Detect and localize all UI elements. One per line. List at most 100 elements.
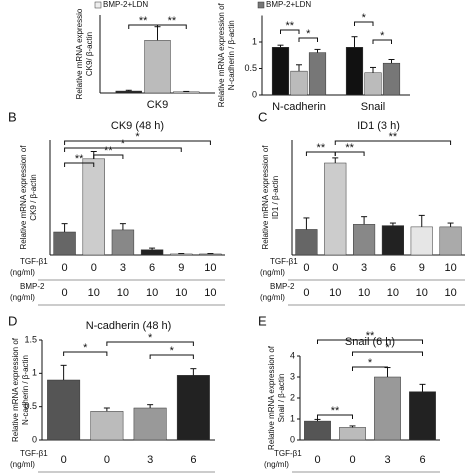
y-axis-label: CK9/ β-actin <box>85 32 94 76</box>
bar <box>90 411 124 441</box>
panel-label: B <box>8 109 17 124</box>
annotation: * <box>362 12 367 24</box>
annotation: ** <box>366 330 375 342</box>
annotation: ** <box>139 15 148 27</box>
chart-title: CK9 (48 h) <box>111 120 164 132</box>
bracket <box>372 39 392 44</box>
treatment-value: 6 <box>390 262 396 274</box>
treatment-value: 10 <box>204 262 216 274</box>
treatment-unit: (ng/ml) <box>10 268 35 277</box>
bar <box>304 420 331 441</box>
treatment-name: TGF-β1 <box>20 257 48 266</box>
y-tick-label: 0 <box>252 89 257 99</box>
y-tick-label: 0.5 <box>244 63 257 73</box>
treatment-value: 0 <box>61 454 67 466</box>
y-axis-label: Relative mRNA expression of <box>267 345 276 450</box>
legend-label: BMP-2+LDN <box>266 0 311 9</box>
treatment-value: 10 <box>444 287 456 299</box>
treatment-value: 10 <box>358 287 370 299</box>
bar <box>409 391 436 441</box>
treatment-value: 3 <box>384 454 390 466</box>
y-axis-label: Relative mRNA expression of <box>19 145 28 250</box>
treatment-unit: (ng/ml) <box>10 293 35 302</box>
bar <box>295 229 318 256</box>
bar <box>176 375 210 441</box>
y-axis-label: Relative mRNA expressio <box>75 8 84 99</box>
bar <box>374 376 401 441</box>
bar <box>170 253 193 256</box>
treatment-value: 0 <box>332 262 338 274</box>
bar <box>173 91 200 94</box>
y-axis-label: Snail / β-actin <box>277 374 286 423</box>
treatment-value: 9 <box>419 262 425 274</box>
bar <box>381 225 404 256</box>
y-axis-label: CK9 / β-actin <box>29 174 38 220</box>
bracket <box>352 351 423 356</box>
treatment-value: 0 <box>91 262 97 274</box>
annotation: ** <box>345 142 354 154</box>
treatment-unit: (ng/ml) <box>260 268 285 277</box>
panel-label: C <box>258 109 267 124</box>
treatment-value: 10 <box>175 287 187 299</box>
bar <box>324 162 347 256</box>
y-tick-label: 0 <box>32 434 37 444</box>
bar <box>111 229 135 256</box>
bracket <box>280 29 300 34</box>
bracket <box>149 354 194 359</box>
treatment-value: 10 <box>329 287 341 299</box>
bracket <box>64 147 182 152</box>
annotation: * <box>385 342 390 354</box>
treatment-value: 10 <box>416 287 428 299</box>
treatment-value: 6 <box>419 454 425 466</box>
treatment-unit: (ng/ml) <box>10 460 35 469</box>
y-axis-label: Relative mRNA expression of <box>11 337 20 442</box>
y-axis-label: Relative mRNA expression of <box>217 2 226 107</box>
annotation: ** <box>389 131 398 143</box>
annotation: ** <box>285 20 294 32</box>
treatment-name: TGF-β1 <box>270 257 298 266</box>
y-tick-label: 0.5 <box>24 401 37 411</box>
bar <box>140 249 164 256</box>
treatment-value: 0 <box>349 454 355 466</box>
annotation: ** <box>104 145 113 157</box>
bracket <box>93 154 124 159</box>
bar <box>308 52 327 96</box>
treatment-value: 10 <box>146 287 158 299</box>
bar <box>290 70 308 96</box>
bar <box>47 379 81 441</box>
treatment-name: BMP-2 <box>20 282 45 291</box>
treatment-unit: (ng/ml) <box>264 460 289 469</box>
bracket <box>354 21 374 26</box>
annotation: ** <box>168 15 177 27</box>
bar <box>271 47 290 96</box>
treatment-name: BMP-2 <box>270 282 295 291</box>
treatment-value: 10 <box>204 287 216 299</box>
bar <box>439 226 462 256</box>
annotation: * <box>306 28 311 40</box>
panel-label: E <box>258 313 267 328</box>
legend-label: BMP-2+LDN <box>103 0 148 9</box>
annotation: * <box>368 357 373 369</box>
legend-swatch <box>257 1 265 9</box>
bracket <box>352 366 388 371</box>
bar <box>345 47 364 96</box>
annotation: * <box>135 131 140 143</box>
chart-title: ID1 (3 h) <box>357 120 400 132</box>
bracket <box>106 341 194 346</box>
y-tick-label: 0 <box>290 434 295 444</box>
y-axis-label: Relative mRNA expression of <box>261 145 270 250</box>
treatment-value: 0 <box>303 262 309 274</box>
treatment-value: 6 <box>149 262 155 274</box>
bar <box>382 62 401 96</box>
treatment-value: 0 <box>104 454 110 466</box>
annotation: * <box>148 332 153 344</box>
chart-title: N-cadherin (48 h) <box>86 320 172 332</box>
annotation: * <box>170 345 175 357</box>
x-tick-label: CK9 <box>147 99 168 111</box>
treatment-value: 0 <box>62 262 68 274</box>
bracket <box>317 339 423 344</box>
treatment-value: 3 <box>361 262 367 274</box>
treatment-value: 10 <box>444 262 456 274</box>
treatment-value: 6 <box>190 454 196 466</box>
treatment-value: 0 <box>62 287 68 299</box>
